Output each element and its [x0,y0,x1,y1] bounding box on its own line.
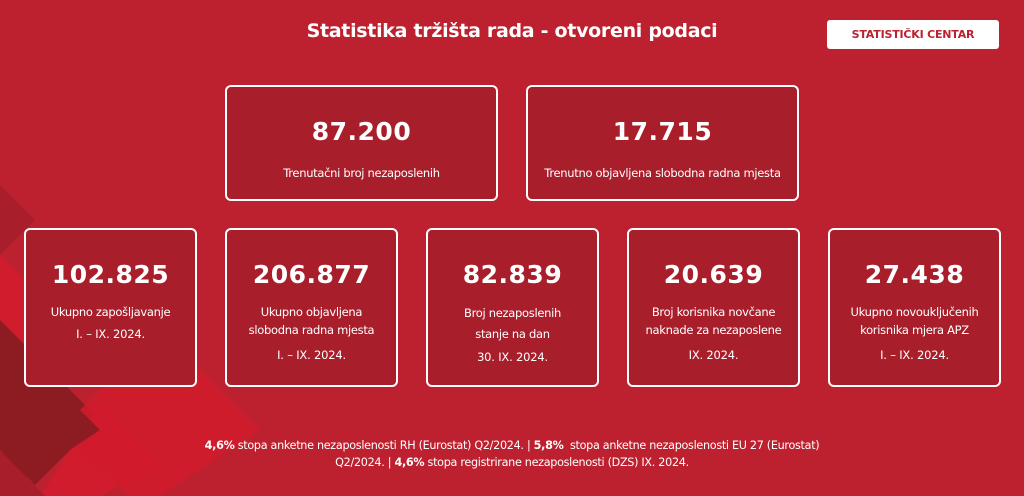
stat-card-total-employment[interactable]: 102.825 Ukupno zapošljavanje I. – IX. 20… [24,228,197,387]
stat-label-line: korisnika mjera APZ [860,323,969,337]
stat-label: Ukupno zapošljavanje [26,303,195,321]
stat-value: 20.639 [663,260,764,289]
stat-period: IX. 2024. [688,348,739,362]
stat-label: Broj nezaposlenih stanje na dan [428,303,597,345]
stat-label: Trenutačni broj nezaposlenih [283,166,440,180]
stat-label-line: stanje na dan [475,327,550,341]
stat-period: I. – IX. 2024. [277,348,346,362]
stat-label: Broj korisnika novčane naknade za nezapo… [629,303,798,339]
stat-label-line: slobodna radna mjesta [248,323,375,337]
unemployment-rates-footer: 4,6% stopa anketne nezaposlenosti RH (Eu… [200,437,824,471]
rate-text: stopa anketne nezaposlenosti EU 27 (Euro… [335,439,823,469]
rate-text: stopa registrirane nezaposlenosti (DZS) … [424,456,690,469]
stat-card-apz-participants[interactable]: 27.438 Ukupno novouključenih korisnika m… [828,228,1001,387]
stat-card-current-vacancies[interactable]: 17.715 Trenutno objavljena slobodna radn… [526,85,799,201]
stat-card-total-vacancies[interactable]: 206.877 Ukupno objavljena slobodna radna… [225,228,398,387]
stat-label: Ukupno novouključenih korisnika mjera AP… [830,303,999,339]
stat-label-line: Ukupno novouključenih [850,305,979,319]
stat-value: 102.825 [51,260,170,289]
stat-value: 17.715 [612,117,713,146]
rate-text: stopa anketne nezaposlenosti RH (Eurosta… [234,439,534,452]
statistical-center-button[interactable]: STATISTIČKI CENTAR [827,20,999,49]
rate-value: 4,6% [394,456,425,469]
stat-card-benefit-recipients[interactable]: 20.639 Broj korisnika novčane naknade za… [627,228,800,387]
stat-label-line: Broj korisnika novčane [651,305,776,319]
stat-value: 206.877 [252,260,371,289]
stat-label: Ukupno objavljena slobodna radna mjesta [227,303,396,339]
stat-card-current-unemployed[interactable]: 87.200 Trenutačni broj nezaposlenih [225,85,498,201]
stat-value: 82.839 [462,260,563,289]
stat-label-line: Ukupno objavljena [260,305,363,319]
stat-value: 27.438 [864,260,965,289]
stat-label-line: Broj nezaposlenih [464,306,561,320]
stat-label: Trenutno objavljena slobodna radna mjest… [544,166,781,180]
stat-label-line: Ukupno zapošljavanje [50,305,171,319]
stat-value: 87.200 [311,117,412,146]
stat-period: I. – IX. 2024. [76,327,145,341]
stat-card-unemployed-on-date[interactable]: 82.839 Broj nezaposlenih stanje na dan 3… [426,228,599,387]
rate-value: 5,8% [533,439,564,452]
stat-period: I. – IX. 2024. [880,348,949,362]
stat-period: 30. IX. 2024. [477,350,548,364]
page-title: Statistika tržišta rada - otvoreni podac… [306,20,718,42]
stat-label-line: naknade za nezaposlene [645,323,782,337]
rate-value: 4,6% [204,439,235,452]
